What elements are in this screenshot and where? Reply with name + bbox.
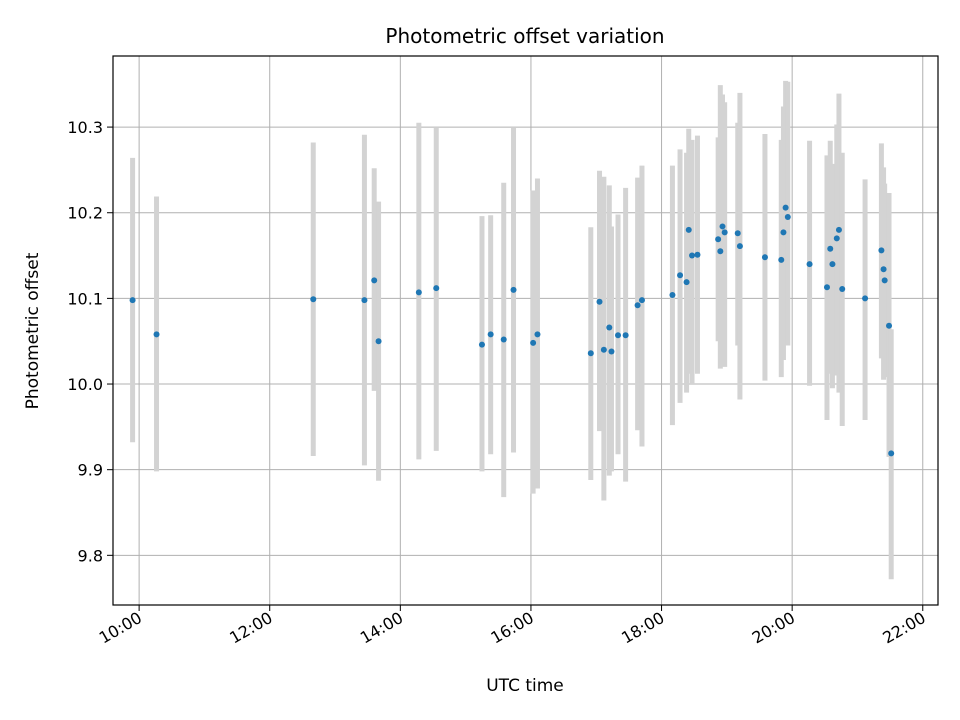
data-point <box>878 247 885 254</box>
data-point <box>734 230 741 237</box>
data-point <box>839 285 846 292</box>
data-point <box>677 272 684 279</box>
data-point <box>685 226 692 233</box>
chart-title: Photometric offset variation <box>385 24 664 48</box>
data-point <box>721 229 728 236</box>
data-point <box>780 229 787 236</box>
data-point <box>683 279 690 286</box>
plot-area-frame <box>112 55 939 606</box>
data-point <box>717 248 724 255</box>
data-point <box>833 235 840 242</box>
data-point <box>530 339 537 346</box>
data-point <box>487 331 494 338</box>
data-point <box>880 266 887 273</box>
data-point <box>622 332 629 339</box>
grid <box>113 56 938 605</box>
y-axis-label: Photometric offset <box>23 252 43 409</box>
data-point <box>823 284 830 291</box>
data-point <box>827 245 834 252</box>
data-point <box>371 277 378 284</box>
data-point <box>415 289 422 296</box>
data-point <box>719 223 726 230</box>
y-tick-label: 9.9 <box>78 461 103 480</box>
data-point <box>153 331 160 338</box>
data-point <box>600 346 607 353</box>
data-point <box>829 261 836 268</box>
y-tick-label: 9.8 <box>78 546 103 565</box>
data-point <box>862 295 869 302</box>
data-point <box>778 256 785 263</box>
data-point <box>736 243 743 250</box>
data-point <box>669 291 676 298</box>
data-point <box>761 254 768 261</box>
data-point <box>534 331 541 338</box>
data-point <box>806 261 813 268</box>
x-axis-label: UTC time <box>486 676 564 696</box>
data-point <box>587 350 594 357</box>
data-point <box>510 286 517 293</box>
data-point <box>478 341 485 348</box>
y-tick-label: 10.1 <box>67 289 103 308</box>
data-point <box>715 236 722 243</box>
data-point <box>375 338 382 345</box>
data-point <box>881 277 888 284</box>
data-point <box>596 298 603 305</box>
data-point <box>784 214 791 221</box>
y-tick-label: 10.0 <box>67 375 103 394</box>
data-point <box>886 322 893 329</box>
data-point <box>782 204 789 211</box>
data-point <box>310 296 317 303</box>
data-point <box>634 302 641 309</box>
data-points <box>129 204 895 457</box>
data-point <box>835 226 842 233</box>
data-point <box>689 252 696 259</box>
y-tick-label: 10.3 <box>67 118 103 137</box>
data-point <box>361 297 368 304</box>
data-point <box>615 332 622 339</box>
data-point <box>888 450 895 457</box>
data-point <box>694 251 701 258</box>
y-tick-label: 10.2 <box>67 204 103 223</box>
data-point <box>608 348 615 355</box>
data-point <box>433 285 440 292</box>
data-point <box>129 297 136 304</box>
data-point <box>500 336 507 343</box>
data-point <box>606 324 613 331</box>
data-point <box>638 297 645 304</box>
